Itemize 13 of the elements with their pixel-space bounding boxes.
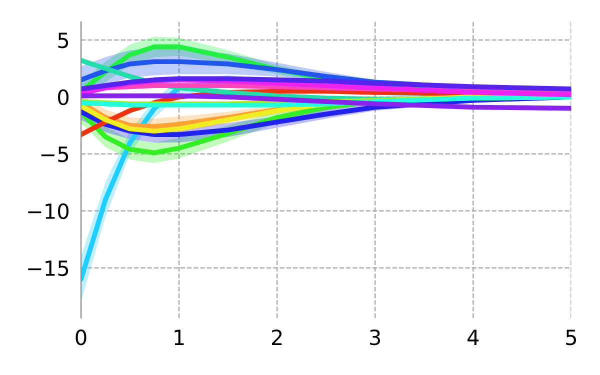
x-tick-label: 3: [370, 329, 380, 346]
line-series: [81, 93, 572, 111]
x-tick-label: 0: [76, 329, 86, 346]
y-tick-label: −5: [41, 146, 68, 162]
y-tick-label: 0: [58, 89, 69, 106]
x-tick-label: 2: [272, 329, 282, 345]
y-tick-label: 5: [58, 32, 68, 48]
x-tick-label: 1: [174, 330, 184, 345]
line-series: [81, 76, 572, 92]
x-tick-label: 5: [566, 330, 576, 346]
y-tick-label: −15: [28, 260, 68, 276]
y-tick-label: −10: [28, 203, 69, 220]
x-tick-label: 4: [468, 330, 479, 345]
